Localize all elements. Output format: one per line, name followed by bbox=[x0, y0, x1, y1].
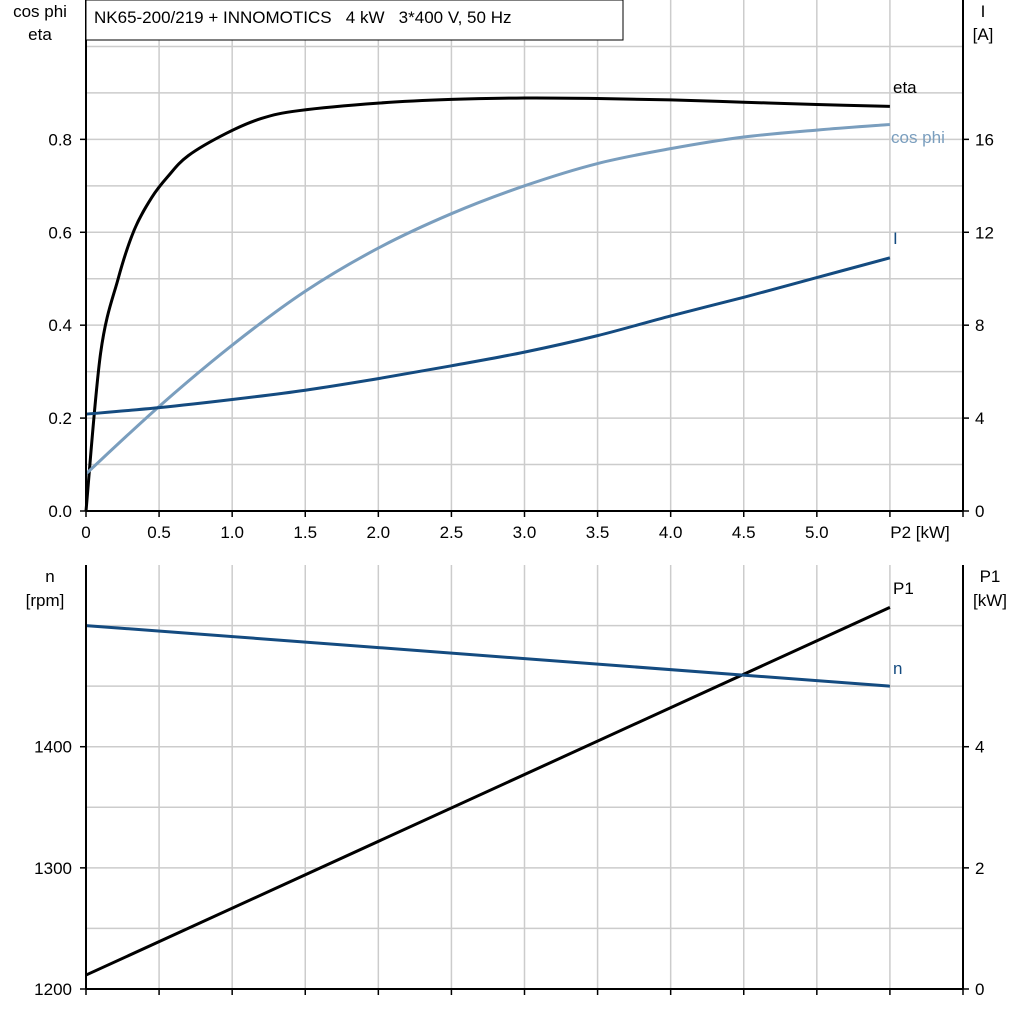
y-left-label-cosphi: cos phi bbox=[13, 2, 67, 21]
series-line-I bbox=[85, 256, 891, 416]
x-tick-label: 2.5 bbox=[440, 523, 464, 542]
series-label-eta: eta bbox=[893, 78, 917, 97]
series-line-P1 bbox=[85, 606, 891, 977]
curves bbox=[84, 96, 891, 977]
y-left-tick-label: 0.0 bbox=[48, 502, 72, 521]
title-box bbox=[85, 0, 624, 41]
x-tick-label: 1.0 bbox=[220, 523, 244, 542]
y-left-tick-label: 0.6 bbox=[48, 223, 72, 242]
series-line-cos-phi bbox=[84, 123, 891, 475]
x-tick-label: 3.0 bbox=[513, 523, 537, 542]
x-tick-label: 0 bbox=[81, 523, 90, 542]
x-tick-label: 4.0 bbox=[659, 523, 683, 542]
y-right-unit-a: [A] bbox=[973, 25, 994, 44]
series-label-cosphi: cos phi bbox=[891, 128, 945, 147]
y-right-tick-label: 2 bbox=[975, 859, 984, 878]
y-right-label-p1: P1 bbox=[980, 567, 1001, 586]
y-left-label-eta: eta bbox=[28, 25, 52, 44]
x-tick-label: 0.5 bbox=[147, 523, 171, 542]
y-left-tick-label: 1300 bbox=[34, 859, 72, 878]
y-left-tick-label: 1400 bbox=[34, 738, 72, 757]
bottom-grid bbox=[86, 565, 963, 989]
x-tick-label: 4.5 bbox=[732, 523, 756, 542]
y-right-tick-label: 12 bbox=[975, 223, 994, 242]
y-left-tick-label: 1200 bbox=[34, 980, 72, 999]
series-line-n bbox=[85, 624, 891, 688]
chart-title: NK65-200/219 + INNOMOTICS 4 kW 3*400 V, … bbox=[94, 8, 511, 27]
x-tick-label: 1.5 bbox=[293, 523, 317, 542]
y-left-label-n: n bbox=[45, 567, 54, 586]
x-tick-label: 2.0 bbox=[367, 523, 391, 542]
y-right-unit-kw: [kW] bbox=[973, 591, 1007, 610]
top-grid bbox=[86, 0, 963, 511]
y-right-tick-label: 16 bbox=[975, 130, 994, 149]
x-axis-label: P2 [kW] bbox=[890, 523, 950, 542]
series-line-eta bbox=[84, 96, 890, 512]
y-left-unit-rpm: [rpm] bbox=[26, 591, 65, 610]
y-left-tick-label: 0.2 bbox=[48, 409, 72, 428]
y-right-label-i: I bbox=[981, 2, 986, 21]
series-label-p1: P1 bbox=[893, 579, 914, 598]
series-label-i: I bbox=[893, 229, 898, 248]
axes: 0 0.5 1.0 1.5 2.0 2.5 3.0 3.5 4.0 4.5 5.0 0.0 0.2 0.4… bbox=[34, 0, 994, 999]
series-label-n: n bbox=[893, 659, 902, 678]
y-right-tick-label: 8 bbox=[975, 316, 984, 335]
x-tick-label: 3.5 bbox=[586, 523, 610, 542]
x-tick-label: 5.0 bbox=[805, 523, 829, 542]
y-right-tick-label: 0 bbox=[975, 502, 984, 521]
y-left-tick-label: 0.4 bbox=[48, 316, 72, 335]
y-left-tick-label: 0.8 bbox=[48, 130, 72, 149]
y-right-tick-label: 0 bbox=[975, 980, 984, 999]
y-right-tick-label: 4 bbox=[975, 738, 984, 757]
y-right-tick-label: 4 bbox=[975, 409, 984, 428]
